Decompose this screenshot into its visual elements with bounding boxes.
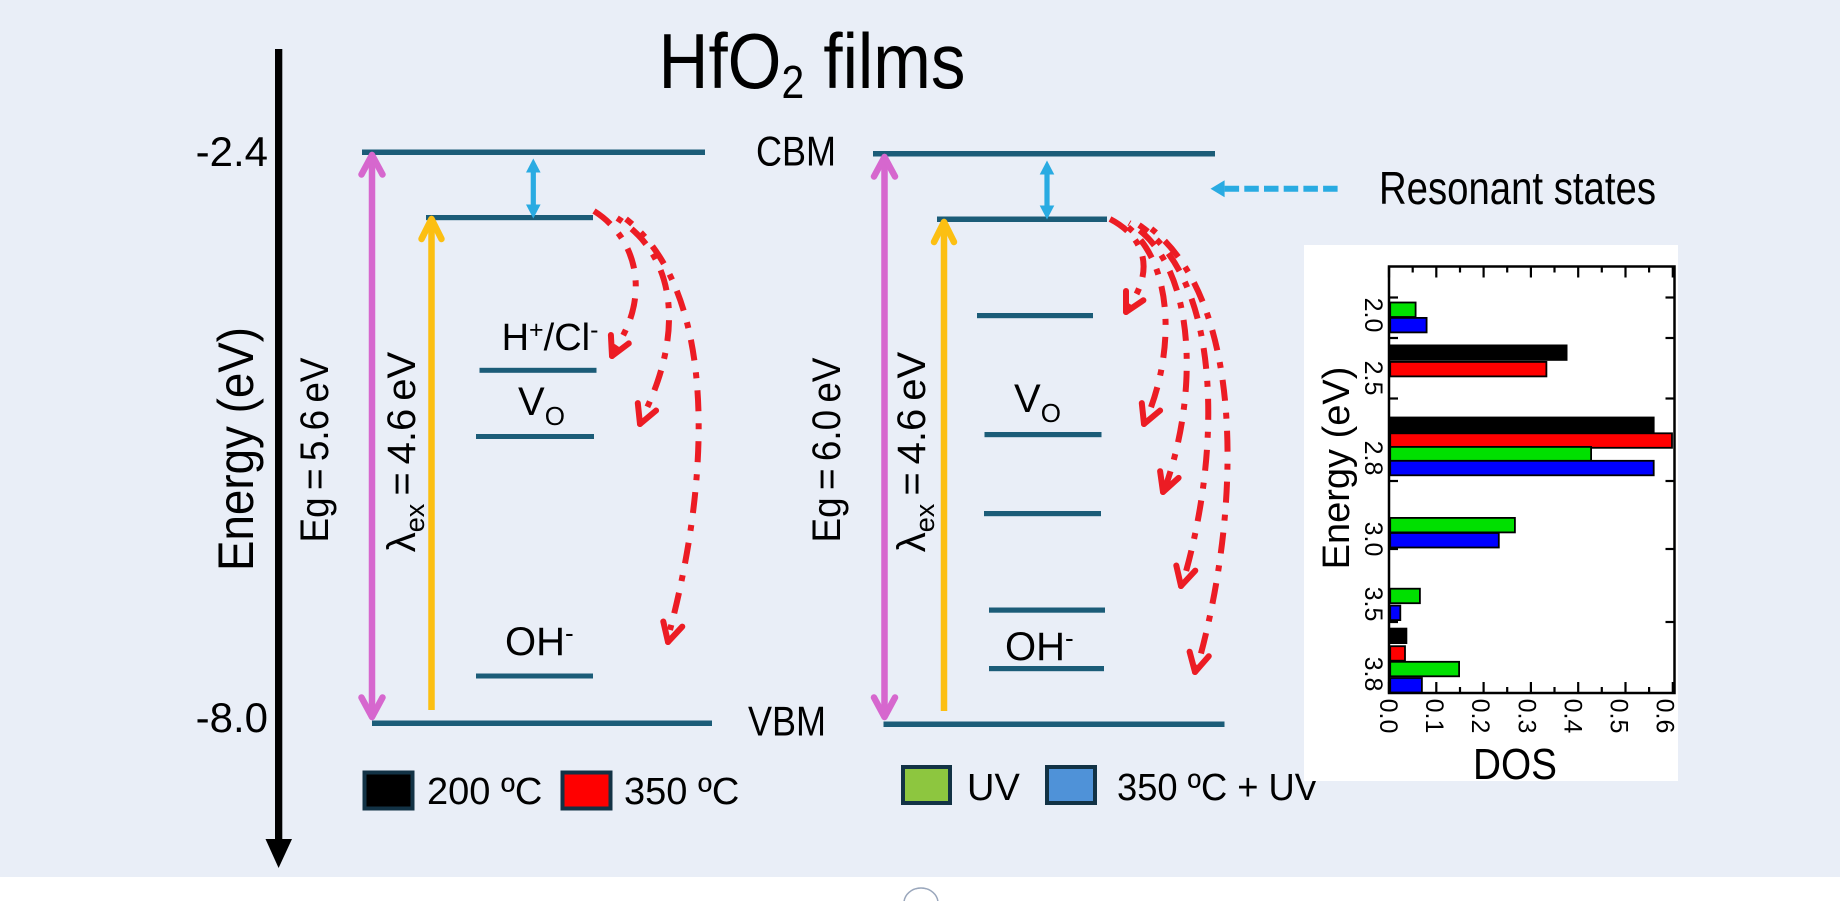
svg-text:3.5: 3.5 <box>1359 587 1387 622</box>
svg-text:CBM: CBM <box>756 128 836 175</box>
svg-text:350 ºC: 350 ºC <box>624 771 739 813</box>
svg-text:3.8: 3.8 <box>1359 657 1387 692</box>
svg-text:Eg = 6.0 eV: Eg = 6.0 eV <box>805 357 849 542</box>
svg-text:0.5: 0.5 <box>1605 699 1633 734</box>
svg-text:Energy (eV): Energy (eV) <box>208 327 264 571</box>
svg-text:0.4: 0.4 <box>1558 699 1586 734</box>
svg-text:0.6: 0.6 <box>1651 699 1679 734</box>
svg-text:350 ºC + UV: 350 ºC + UV <box>1117 767 1320 809</box>
svg-text:UV: UV <box>967 767 1020 809</box>
svg-text:H+/Cl-: H+/Cl- <box>502 316 599 359</box>
svg-text:2.0: 2.0 <box>1359 298 1387 333</box>
svg-text:Eg = 5.6 eV: Eg = 5.6 eV <box>293 357 337 542</box>
svg-text:VBM: VBM <box>748 698 826 745</box>
svg-text:0.2: 0.2 <box>1466 699 1494 734</box>
svg-text:DOS: DOS <box>1473 740 1557 789</box>
svg-text:2.8: 2.8 <box>1359 441 1387 476</box>
svg-text:3.0: 3.0 <box>1359 522 1387 557</box>
svg-text:HfO2 films: HfO2 films <box>659 17 966 108</box>
svg-text:Resonant states: Resonant states <box>1379 162 1656 214</box>
svg-text:OH-: OH- <box>1005 623 1074 669</box>
svg-text:2.5: 2.5 <box>1359 361 1387 396</box>
svg-text:200 ºC: 200 ºC <box>427 771 542 813</box>
svg-text:0.1: 0.1 <box>1420 699 1448 734</box>
svg-text:-8.0: -8.0 <box>196 694 268 741</box>
svg-text:0.3: 0.3 <box>1512 699 1540 734</box>
svg-text:Energy (eV): Energy (eV) <box>1316 367 1358 570</box>
svg-text:OH-: OH- <box>505 618 574 664</box>
svg-text:-2.4: -2.4 <box>196 128 268 175</box>
svg-text:0.0: 0.0 <box>1374 699 1402 734</box>
